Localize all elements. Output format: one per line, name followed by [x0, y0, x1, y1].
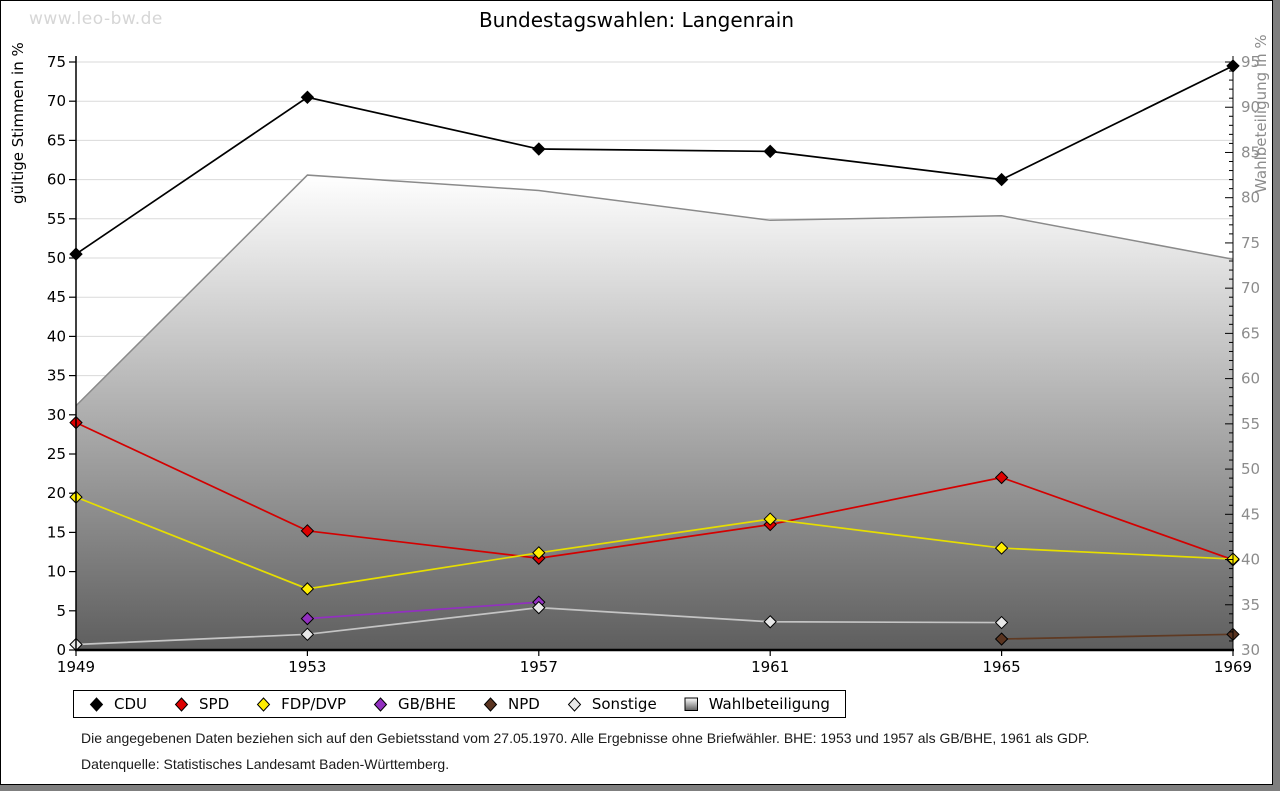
- legend-label: GB/BHE: [398, 695, 457, 713]
- legend-item-spd: SPD: [174, 695, 229, 713]
- svg-text:45: 45: [1241, 505, 1260, 523]
- legend-label: CDU: [114, 695, 148, 713]
- footnote-line-2: Datenquelle: Statistisches Landesamt Bad…: [81, 756, 450, 772]
- svg-text:30: 30: [47, 406, 66, 424]
- legend-item-fdp-dvp: FDP/DVP: [256, 695, 346, 713]
- svg-text:45: 45: [47, 288, 66, 306]
- svg-text:90: 90: [1241, 98, 1260, 116]
- legend-item-wahlbeteiligung: Wahlbeteiligung: [684, 695, 830, 713]
- svg-text:60: 60: [1241, 370, 1260, 388]
- svg-text:35: 35: [47, 367, 66, 385]
- svg-text:5: 5: [56, 602, 66, 620]
- footnote-line-1: Die angegebenen Daten beziehen sich auf …: [81, 730, 1090, 746]
- svg-text:1961: 1961: [751, 658, 789, 676]
- legend-item-sonstige: Sonstige: [567, 695, 657, 713]
- svg-text:40: 40: [47, 327, 66, 345]
- chart-title: Bundestagswahlen: Langenrain: [478, 8, 795, 32]
- series-diamond-marker-icon: [256, 696, 271, 712]
- svg-text:70: 70: [1241, 279, 1260, 297]
- svg-text:25: 25: [47, 445, 66, 463]
- legend-item-gb-bhe: GB/BHE: [373, 695, 456, 713]
- svg-text:80: 80: [1241, 189, 1260, 207]
- series-diamond-marker-icon: [174, 696, 189, 712]
- watermark: www.leo-bw.de: [29, 9, 163, 29]
- svg-text:10: 10: [47, 563, 66, 581]
- svg-text:35: 35: [1241, 596, 1260, 614]
- svg-text:60: 60: [47, 171, 66, 189]
- svg-text:65: 65: [1241, 324, 1260, 342]
- svg-text:50: 50: [47, 249, 66, 267]
- right-axis-label: Wahlbeteiligung in %: [1252, 34, 1270, 193]
- legend-label: Wahlbeteiligung: [708, 695, 830, 713]
- svg-text:95: 95: [1241, 53, 1260, 71]
- chart-legend: CDU SPD FDP/DVP GB/BHE NPD Sonstige Wahlbeteil…: [73, 690, 846, 718]
- election-line-chart: 0 5 10 15 20 25 30 35 40 45 50 55 60 65 70 75 30 35 40 45 50…: [47, 53, 1260, 676]
- svg-text:1949: 1949: [57, 658, 95, 676]
- svg-text:1969: 1969: [1214, 658, 1252, 676]
- legend-label: NPD: [508, 695, 540, 713]
- svg-text:1957: 1957: [520, 658, 558, 676]
- legend-label: Sonstige: [591, 695, 657, 713]
- svg-text:40: 40: [1241, 551, 1260, 569]
- legend-label: SPD: [199, 695, 230, 713]
- legend-item-npd: NPD: [483, 695, 540, 713]
- svg-text:30: 30: [1241, 641, 1260, 659]
- svg-text:20: 20: [47, 484, 66, 502]
- svg-text:55: 55: [1241, 415, 1260, 433]
- series-diamond-marker-icon: [373, 696, 388, 712]
- svg-text:70: 70: [47, 92, 66, 110]
- svg-text:75: 75: [47, 53, 66, 71]
- svg-text:50: 50: [1241, 460, 1260, 478]
- svg-text:65: 65: [47, 131, 66, 149]
- svg-text:0: 0: [56, 641, 66, 659]
- series-diamond-marker-icon: [89, 696, 104, 712]
- svg-text:1965: 1965: [983, 658, 1021, 676]
- turnout-area-swatch: [684, 697, 698, 711]
- left-axis-label: gültige Stimmen in %: [9, 42, 27, 204]
- series-diamond-marker-icon: [567, 696, 582, 712]
- legend-item-cdu: CDU: [89, 695, 147, 713]
- svg-text:55: 55: [47, 210, 66, 228]
- svg-text:1953: 1953: [288, 658, 326, 676]
- series-diamond-marker-icon: [483, 696, 498, 712]
- svg-text:15: 15: [47, 523, 66, 541]
- legend-label: FDP/DVP: [281, 695, 347, 713]
- svg-text:75: 75: [1241, 234, 1260, 252]
- svg-text:85: 85: [1241, 143, 1260, 161]
